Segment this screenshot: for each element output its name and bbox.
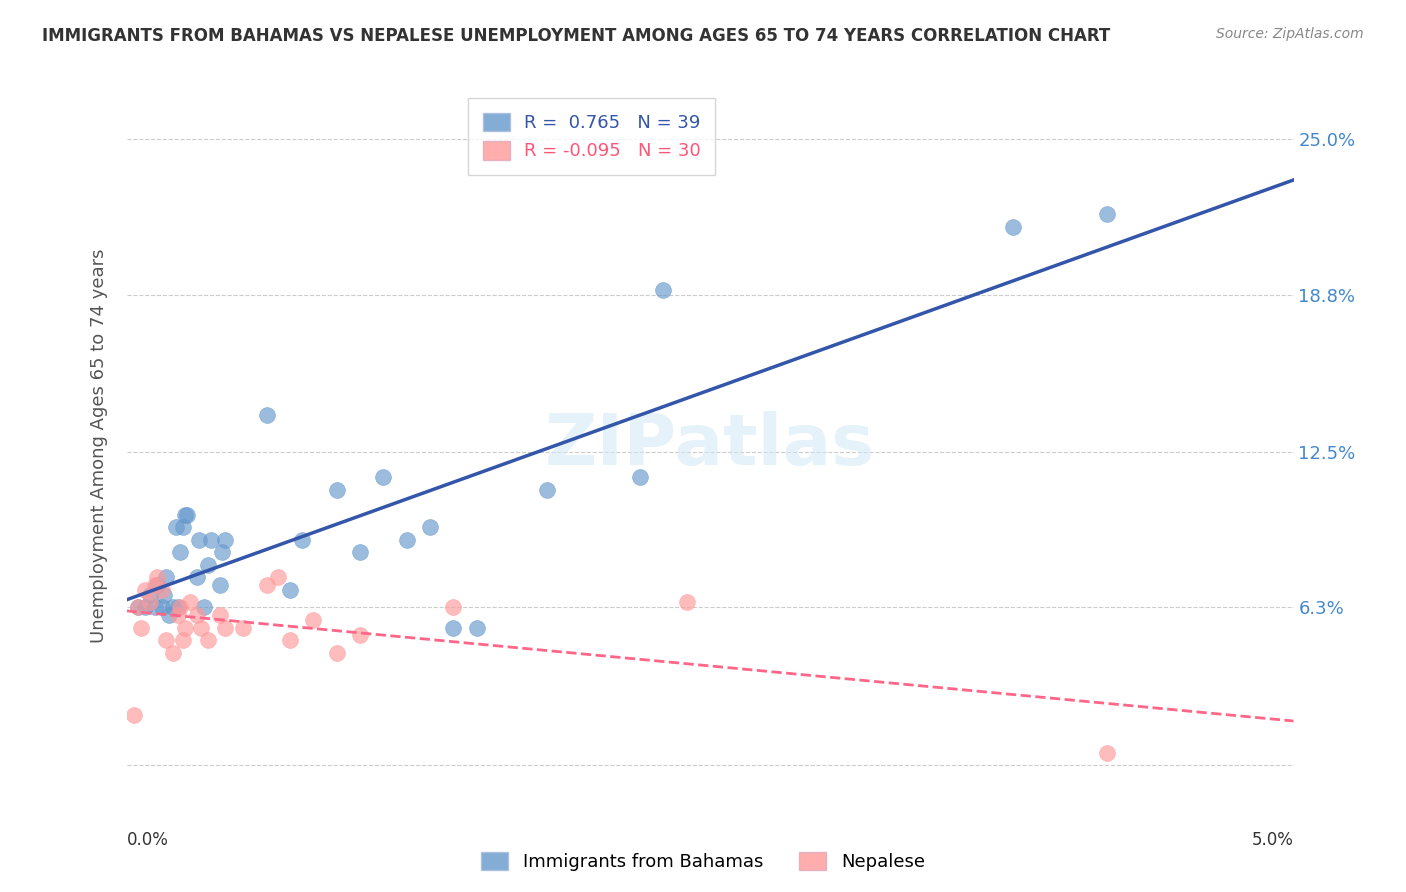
Point: [652, 283, 675, 297]
Point: [174, 621, 197, 635]
Point: [395, 533, 418, 547]
Point: [139, 588, 162, 602]
Point: [349, 628, 371, 642]
Point: [172, 520, 194, 534]
Point: [155, 633, 177, 648]
Point: [169, 545, 191, 559]
Point: [325, 483, 347, 497]
Point: [256, 578, 278, 592]
Point: [214, 621, 236, 635]
Point: [186, 607, 208, 622]
Point: [302, 613, 325, 627]
Point: [675, 595, 697, 609]
Point: [127, 600, 149, 615]
Point: [146, 578, 169, 592]
Point: [150, 582, 173, 597]
Text: IMMIGRANTS FROM BAHAMAS VS NEPALESE UNEMPLOYMENT AMONG AGES 65 TO 74 YEARS CORRE: IMMIGRANTS FROM BAHAMAS VS NEPALESE UNEM…: [42, 27, 1111, 45]
Point: [349, 545, 371, 559]
Point: [211, 545, 233, 559]
Point: [208, 578, 231, 592]
Point: [169, 600, 191, 615]
Point: [628, 470, 651, 484]
Point: [143, 578, 166, 592]
Point: [1002, 219, 1025, 234]
Point: [190, 621, 212, 635]
Point: [373, 470, 395, 484]
Point: [256, 408, 278, 422]
Legend: Immigrants from Bahamas, Nepalese: Immigrants from Bahamas, Nepalese: [474, 845, 932, 879]
Point: [278, 633, 301, 648]
Point: [267, 570, 290, 584]
Point: [214, 533, 236, 547]
Point: [441, 600, 464, 615]
Point: [172, 633, 194, 648]
Point: [162, 600, 184, 615]
Point: [146, 570, 169, 584]
Text: Source: ZipAtlas.com: Source: ZipAtlas.com: [1216, 27, 1364, 41]
Point: [143, 600, 166, 615]
Point: [155, 570, 177, 584]
Point: [290, 533, 312, 547]
Point: [325, 646, 347, 660]
Point: [187, 533, 209, 547]
Point: [465, 621, 488, 635]
Point: [174, 508, 197, 522]
Point: [419, 520, 441, 534]
Point: [179, 595, 201, 609]
Y-axis label: Unemployment Among Ages 65 to 74 years: Unemployment Among Ages 65 to 74 years: [90, 249, 108, 643]
Point: [1095, 207, 1118, 221]
Point: [200, 533, 222, 547]
Point: [127, 600, 149, 615]
Point: [150, 600, 173, 615]
Point: [139, 595, 162, 609]
Point: [193, 600, 215, 615]
Point: [162, 646, 184, 660]
Point: [197, 558, 219, 572]
Legend: R =  0.765   N = 39, R = -0.095   N = 30: R = 0.765 N = 39, R = -0.095 N = 30: [468, 98, 716, 175]
Text: 5.0%: 5.0%: [1251, 831, 1294, 849]
Point: [232, 621, 254, 635]
Point: [167, 607, 190, 622]
Point: [186, 570, 208, 584]
Point: [167, 600, 190, 615]
Point: [176, 508, 198, 522]
Point: [441, 621, 464, 635]
Point: [134, 582, 156, 597]
Point: [208, 607, 231, 622]
Text: ZIPatlas: ZIPatlas: [546, 411, 875, 481]
Point: [536, 483, 558, 497]
Text: 0.0%: 0.0%: [127, 831, 169, 849]
Point: [129, 621, 152, 635]
Point: [197, 633, 219, 648]
Point: [153, 588, 176, 602]
Point: [122, 708, 145, 723]
Point: [134, 600, 156, 615]
Point: [278, 582, 301, 597]
Point: [1095, 746, 1118, 760]
Point: [157, 607, 180, 622]
Point: [165, 520, 187, 534]
